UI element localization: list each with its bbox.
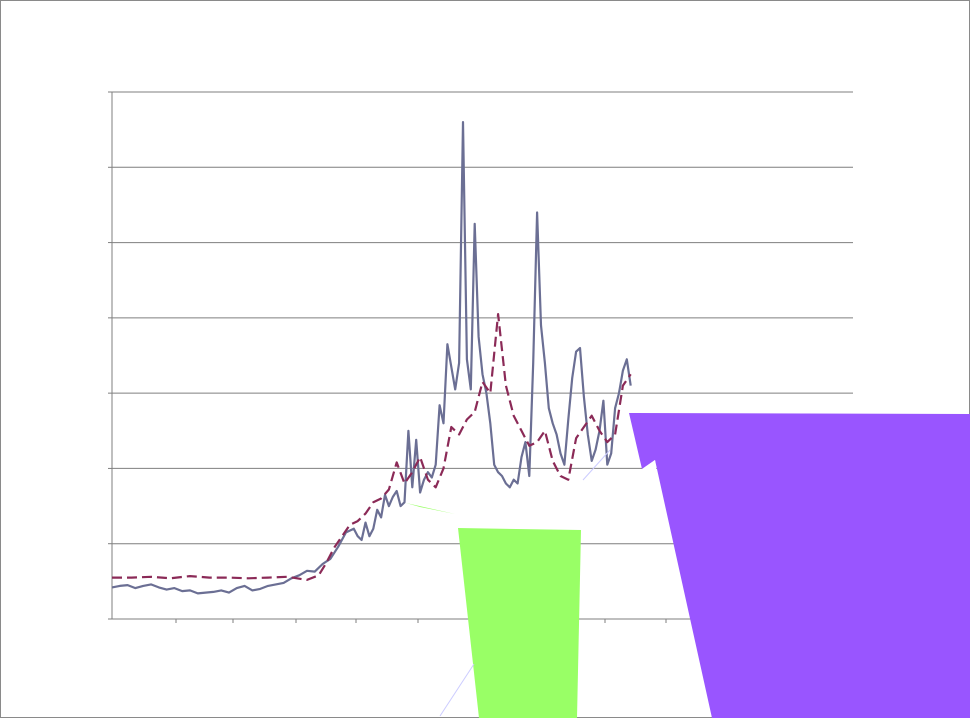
green-overlay-shape — [458, 528, 581, 718]
series-line-s1 — [111, 120, 632, 595]
thin-line — [439, 663, 475, 717]
white-notch-shape — [642, 460, 667, 540]
thin-line — [582, 449, 611, 481]
purple-overlay-shape — [629, 413, 970, 718]
series-line-s2 — [112, 313, 632, 582]
overlay-shapes — [406, 413, 970, 718]
series-group — [111, 120, 632, 595]
green-sliver-shape — [406, 503, 455, 514]
